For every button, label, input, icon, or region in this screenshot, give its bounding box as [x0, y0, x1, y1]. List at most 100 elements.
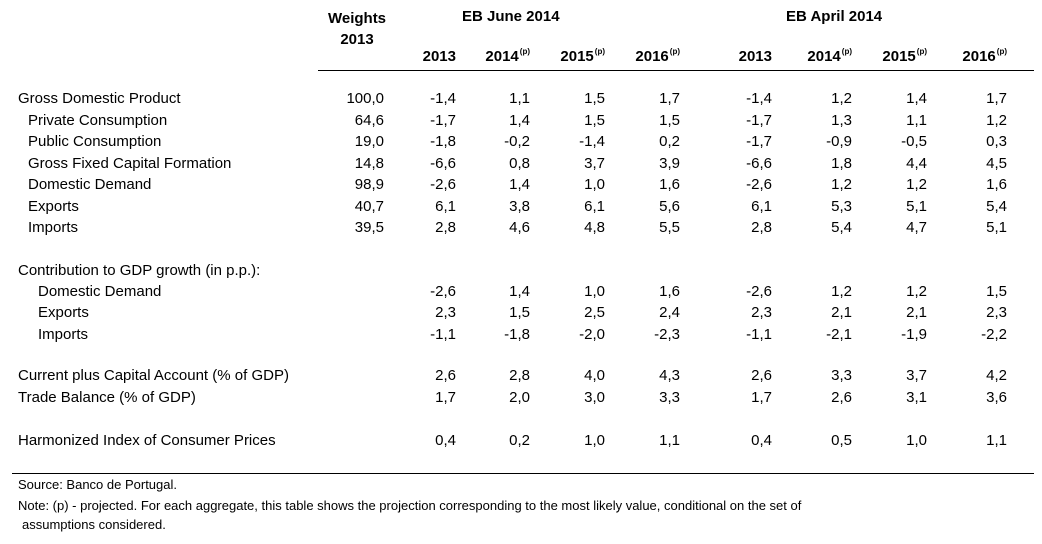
value-cell: 1,1: [659, 432, 680, 449]
value-cell: 1,5: [986, 283, 1007, 300]
projection-mark: (p): [594, 47, 605, 56]
value-cell: -1,8: [504, 326, 530, 343]
row-label: Exports: [38, 304, 89, 321]
row-label: Gross Fixed Capital Formation: [28, 155, 232, 172]
value-cell: -1,7: [430, 112, 456, 129]
value-cell: -2,0: [579, 326, 605, 343]
projection-mark: (p): [669, 47, 680, 56]
year-label: 2014: [807, 48, 841, 65]
value-cell: 1,2: [906, 283, 927, 300]
value-cell: 5,6: [659, 198, 680, 215]
value-cell: 5,4: [986, 198, 1007, 215]
value-cell: 1,6: [659, 283, 680, 300]
row-label: Trade Balance (% of GDP): [18, 389, 196, 406]
value-cell: 2,8: [751, 219, 772, 236]
footer-rule: [12, 473, 1034, 474]
value-cell: -2,6: [746, 176, 772, 193]
value-cell: 1,0: [584, 432, 605, 449]
value-cell: 5,4: [831, 219, 852, 236]
value-cell: 3,9: [659, 155, 680, 172]
value-cell: -1,7: [746, 112, 772, 129]
value-cell: 5,3: [831, 198, 852, 215]
value-cell: -1,8: [430, 133, 456, 150]
weight-cell: 40,7: [354, 198, 384, 215]
value-cell: 6,1: [584, 198, 605, 215]
value-cell: 2,1: [831, 304, 852, 321]
year-header-7: 2016(p): [962, 47, 1007, 65]
row-label: Harmonized Index of Consumer Prices: [18, 432, 276, 449]
value-cell: -2,6: [746, 283, 772, 300]
value-cell: 2,0: [509, 389, 530, 406]
value-cell: 1,2: [831, 176, 852, 193]
value-cell: 2,8: [435, 219, 456, 236]
weight-cell: 39,5: [354, 219, 384, 236]
value-cell: 3,3: [659, 389, 680, 406]
value-cell: 4,2: [986, 367, 1007, 384]
value-cell: 2,3: [435, 304, 456, 321]
value-cell: 0,5: [831, 432, 852, 449]
value-cell: 1,8: [831, 155, 852, 172]
value-cell: 1,5: [584, 112, 605, 129]
year-label: 2013: [422, 48, 456, 65]
value-cell: -1,1: [430, 326, 456, 343]
value-cell: 1,2: [986, 112, 1007, 129]
year-header-2: 2015(p): [560, 47, 605, 65]
value-cell: -2,6: [430, 176, 456, 193]
value-cell: -6,6: [430, 155, 456, 172]
year-header-1: 2014(p): [485, 47, 530, 65]
row-label: Exports: [28, 198, 79, 215]
value-cell: 4,8: [584, 219, 605, 236]
value-cell: 1,0: [584, 283, 605, 300]
value-cell: 1,6: [986, 176, 1007, 193]
value-cell: 6,1: [435, 198, 456, 215]
value-cell: -1,1: [746, 326, 772, 343]
value-cell: 1,0: [906, 432, 927, 449]
row-label: Imports: [38, 326, 89, 343]
projection-mark: (p): [519, 47, 530, 56]
value-cell: 1,7: [435, 389, 456, 406]
value-cell: 0,8: [509, 155, 530, 172]
projection-mark: (p): [996, 47, 1007, 56]
value-cell: 0,2: [659, 133, 680, 150]
year-header-6: 2015(p): [882, 47, 927, 65]
header-rule: [318, 70, 1034, 71]
value-cell: 4,3: [659, 367, 680, 384]
year-label: 2015: [882, 48, 916, 65]
value-cell: 2,6: [435, 367, 456, 384]
row-label: Public Consumption: [28, 133, 162, 150]
value-cell: 4,0: [584, 367, 605, 384]
value-cell: -1,7: [746, 133, 772, 150]
row-label: Imports: [28, 219, 79, 236]
value-cell: -1,4: [579, 133, 605, 150]
value-cell: 4,4: [906, 155, 927, 172]
value-cell: -1,9: [901, 326, 927, 343]
year-label: 2013: [738, 48, 772, 65]
value-cell: 1,6: [659, 176, 680, 193]
value-cell: 2,4: [659, 304, 680, 321]
value-cell: 5,5: [659, 219, 680, 236]
weights-header-line2: 2013: [340, 31, 374, 48]
value-cell: 1,2: [831, 283, 852, 300]
value-cell: 3,1: [906, 389, 927, 406]
value-cell: -1,4: [746, 90, 772, 107]
projection-note: Note: (p) - projected. For each aggregat…: [18, 498, 802, 513]
group-header-june: EB June 2014: [462, 8, 560, 25]
source-note: Source: Banco de Portugal.: [18, 477, 177, 492]
value-cell: 1,3: [831, 112, 852, 129]
value-cell: 1,7: [751, 389, 772, 406]
value-cell: 3,8: [509, 198, 530, 215]
value-cell: -0,5: [901, 133, 927, 150]
row-label: Domestic Demand: [38, 283, 162, 300]
group-header-april: EB April 2014: [786, 8, 883, 25]
value-cell: 2,3: [986, 304, 1007, 321]
value-cell: -2,3: [654, 326, 680, 343]
weights-header-line1: Weights: [327, 10, 387, 27]
weights-header: Weights 2013: [318, 8, 396, 50]
value-cell: 1,7: [986, 90, 1007, 107]
year-label: 2014: [485, 48, 519, 65]
value-cell: 1,1: [509, 90, 530, 107]
value-cell: 0,2: [509, 432, 530, 449]
projection-mark: (p): [841, 47, 852, 56]
value-cell: 1,1: [906, 112, 927, 129]
row-label: Gross Domestic Product: [18, 90, 181, 107]
